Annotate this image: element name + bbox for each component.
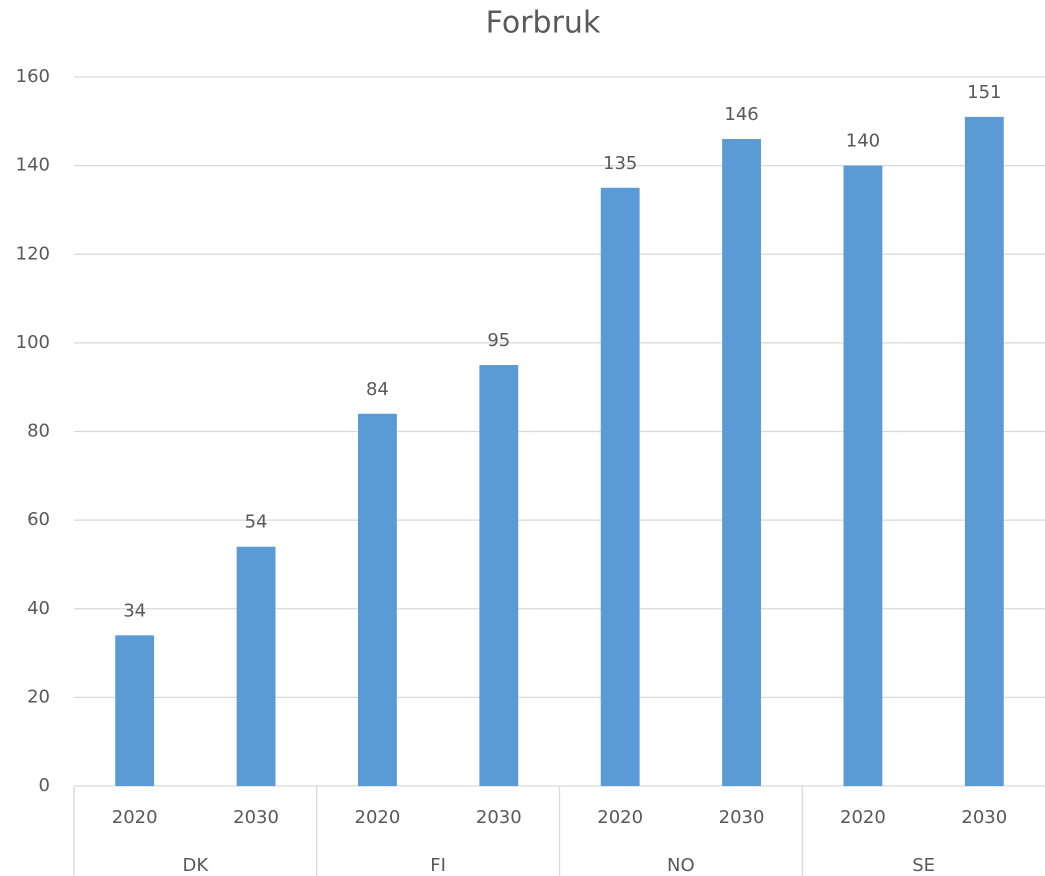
bar [358, 413, 397, 786]
bar [964, 116, 1004, 787]
group-label: FI [430, 855, 446, 876]
bar [479, 365, 519, 786]
data-label: 34 [123, 600, 146, 621]
group-label: SE [912, 855, 935, 876]
data-label: 54 [245, 512, 268, 533]
data-label: 84 [366, 379, 389, 400]
x-tick-label: 2020 [840, 807, 886, 828]
x-tick-label: 2030 [961, 807, 1007, 828]
data-label: 146 [724, 104, 758, 125]
group-label: NO [667, 855, 695, 876]
x-tick-label: 2020 [355, 807, 401, 828]
y-tick-label: 140 [16, 155, 50, 176]
data-label: 135 [603, 153, 637, 174]
y-tick-label: 0 [39, 775, 50, 796]
data-label: 140 [846, 131, 880, 152]
y-tick-label: 20 [27, 686, 50, 707]
x-tick-label: 2020 [112, 807, 158, 828]
data-label: 95 [487, 330, 510, 351]
y-tick-label: 160 [16, 66, 50, 87]
x-tick-label: 2030 [719, 807, 765, 828]
x-tick-label: 2030 [476, 807, 522, 828]
bar [236, 546, 276, 786]
bar [115, 635, 155, 786]
bar [600, 187, 640, 786]
y-tick-label: 40 [27, 598, 50, 619]
x-tick-label: 2020 [597, 807, 643, 828]
y-tick-label: 80 [27, 421, 50, 442]
y-tick-label: 120 [16, 243, 50, 264]
y-tick-label: 60 [27, 509, 50, 530]
chart-title: Forbruk [486, 6, 601, 41]
data-label: 151 [967, 82, 1001, 103]
group-label: DK [183, 855, 210, 876]
x-tick-label: 2030 [233, 807, 279, 828]
y-tick-label: 100 [16, 332, 50, 353]
bar [722, 139, 761, 787]
bar [843, 165, 883, 786]
